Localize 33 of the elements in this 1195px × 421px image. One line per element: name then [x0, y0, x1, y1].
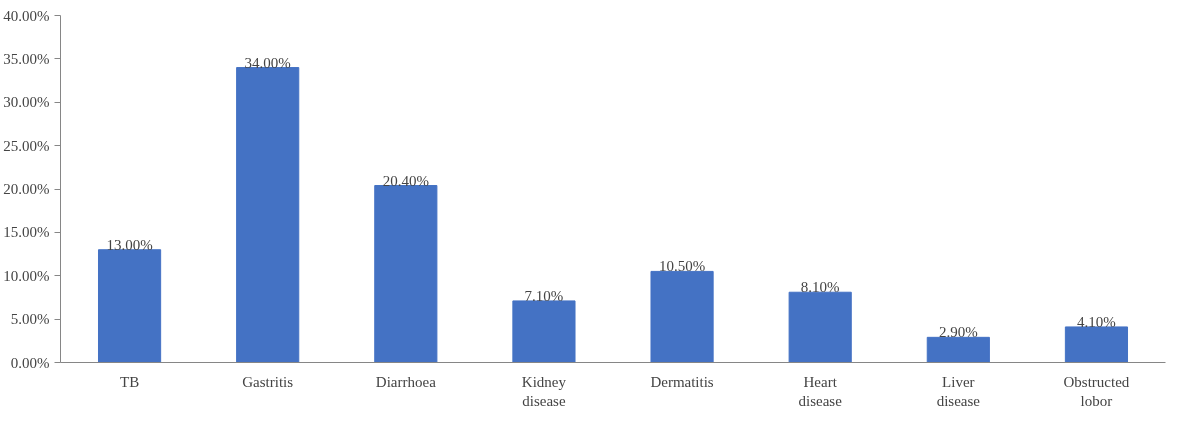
data-label: 4.10%: [1077, 313, 1116, 330]
x-tick-label: Heart disease: [798, 373, 843, 409]
y-tick-label: 35.00%: [3, 50, 50, 67]
data-label: 8.10%: [800, 279, 840, 296]
y-tick-label: 40.00%: [3, 7, 50, 24]
bar: [374, 185, 438, 363]
x-tick-label: Liver disease: [936, 373, 981, 409]
bar: [1064, 326, 1129, 363]
y-tick-label: 20.00%: [3, 181, 50, 197]
x-tick-label: Gastritis: [242, 373, 294, 390]
y-tick-label: 0.00%: [10, 354, 50, 371]
bar: [512, 300, 576, 363]
x-tick-label: Kidney disease: [521, 373, 567, 409]
bar: [236, 67, 300, 363]
x-tick-label: Dermatitis: [650, 373, 714, 390]
y-tick-label: 30.00%: [3, 94, 50, 111]
bar: [788, 291, 852, 363]
x-tick-label: Obstructed lobor: [1063, 373, 1130, 409]
y-tick-label: 5.00%: [10, 311, 50, 328]
data-label: 10.50%: [658, 258, 706, 275]
x-tick-label: Diarrhoea: [375, 373, 437, 390]
bar: [926, 336, 990, 363]
data-label: 34.00%: [244, 54, 291, 71]
x-tick-label: TB: [119, 373, 140, 390]
data-label: 7.10%: [524, 287, 564, 304]
bar: [97, 249, 162, 363]
data-label: 20.40%: [382, 172, 429, 189]
data-label: 2.90%: [938, 324, 978, 341]
y-tick-label: 25.00%: [3, 137, 50, 154]
data-label: 13.00%: [106, 236, 153, 253]
y-tick-label: 10.00%: [3, 267, 50, 284]
bar: [650, 270, 714, 363]
y-tick-label: 15.00%: [3, 224, 50, 241]
